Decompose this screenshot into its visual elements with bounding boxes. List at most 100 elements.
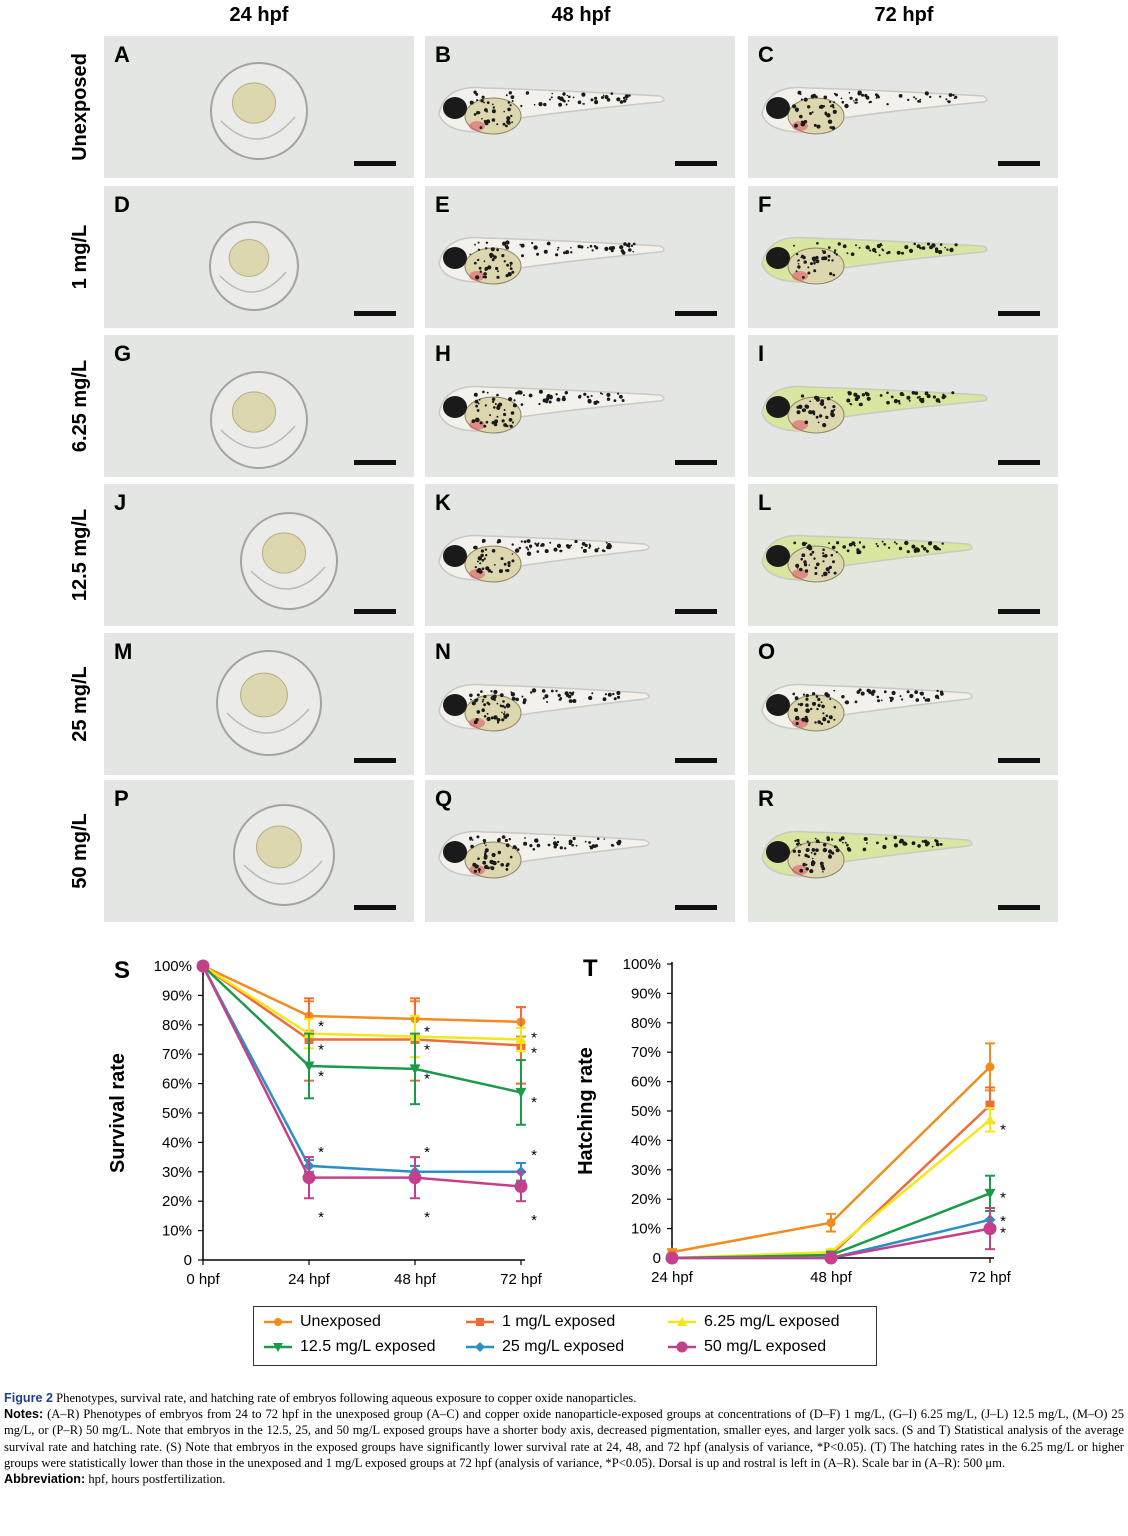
figure-label: Figure 2 bbox=[4, 1391, 53, 1405]
series-path bbox=[201, 965, 522, 1188]
y-tick-label: 100% bbox=[154, 958, 192, 975]
legend-label: 25 mg/L exposed bbox=[502, 1338, 625, 1355]
y-tick-label: 90% bbox=[631, 985, 661, 1002]
y-tick-label: 30% bbox=[162, 1164, 192, 1181]
y-tick-label: 100% bbox=[623, 956, 661, 973]
panel-letter: K bbox=[435, 490, 451, 515]
data-point bbox=[196, 959, 210, 973]
data-point bbox=[515, 1034, 527, 1044]
micrograph-panel: Q bbox=[425, 780, 735, 922]
legend-item: Unexposed bbox=[264, 1313, 381, 1331]
legend-label: 1 mg/L exposed bbox=[502, 1313, 616, 1330]
legend-marker-icon bbox=[264, 1343, 292, 1352]
embryo-chorion-image bbox=[210, 371, 308, 469]
x-tick-label: 72 hpf bbox=[500, 1271, 543, 1288]
scale-bar bbox=[354, 905, 396, 910]
x-tick-label: 48 hpf bbox=[394, 1271, 437, 1288]
panel-letter: I bbox=[758, 341, 765, 366]
panel-letter: E bbox=[435, 192, 450, 217]
panel-letter: Q bbox=[435, 786, 453, 811]
embryo-chorion-image bbox=[233, 804, 335, 906]
y-tick-label: 50% bbox=[162, 1105, 192, 1122]
panel-letter: R bbox=[758, 786, 774, 811]
scale-bar bbox=[998, 460, 1040, 465]
legend-item: 6.25 mg/L exposed bbox=[668, 1313, 840, 1331]
scale-bar bbox=[354, 311, 396, 316]
panel-letter: M bbox=[114, 639, 133, 664]
micrograph-panel: I bbox=[748, 335, 1058, 477]
series-line bbox=[667, 1042, 995, 1257]
y-tick-label: 40% bbox=[631, 1132, 661, 1149]
legend-marker-icon bbox=[466, 1342, 494, 1352]
data-point bbox=[514, 1180, 528, 1193]
embryo-chorion-image bbox=[209, 221, 299, 311]
legend-label: 12.5 mg/L exposed bbox=[300, 1338, 436, 1355]
scale-bar bbox=[998, 609, 1040, 614]
legend-label: 50 mg/L exposed bbox=[704, 1338, 827, 1355]
significance-asterisk: * bbox=[318, 1041, 324, 1058]
y-tick-label: 10% bbox=[631, 1221, 661, 1238]
micrograph-panel: G bbox=[104, 335, 414, 477]
series-path bbox=[201, 965, 521, 1174]
panel-letter: B bbox=[435, 42, 451, 67]
significance-asterisk: * bbox=[318, 1068, 324, 1085]
micrograph-panel: J bbox=[104, 484, 414, 626]
scale-bar bbox=[675, 460, 717, 465]
y-tick-label: 80% bbox=[162, 1017, 192, 1034]
micrograph-panel: O bbox=[748, 633, 1058, 775]
data-point bbox=[302, 1171, 316, 1185]
scale-bar bbox=[998, 161, 1040, 166]
y-tick-label: 70% bbox=[631, 1044, 661, 1061]
row-label: 25 mg/L bbox=[69, 666, 91, 742]
data-point bbox=[984, 1114, 996, 1125]
abbreviation-label: Abbreviation: bbox=[4, 1472, 86, 1487]
y-tick-label: 20% bbox=[162, 1193, 192, 1210]
legend-label: Unexposed bbox=[300, 1313, 381, 1330]
notes-label: Notes: bbox=[4, 1407, 44, 1422]
scale-bar bbox=[998, 758, 1040, 763]
row-label: 6.25 mg/L bbox=[69, 359, 91, 453]
significance-asterisk: * bbox=[531, 1030, 537, 1047]
y-tick-label: 40% bbox=[162, 1134, 192, 1151]
micrograph-panel: L bbox=[748, 484, 1058, 626]
panel-letter: F bbox=[758, 192, 772, 217]
data-point bbox=[985, 1100, 995, 1110]
legend-item: 25 mg/L exposed bbox=[466, 1338, 624, 1356]
larva-image bbox=[438, 830, 650, 879]
significance-asterisk: * bbox=[424, 1041, 430, 1058]
larva-image bbox=[438, 236, 665, 285]
y-tick-label: 20% bbox=[631, 1191, 661, 1208]
series-path bbox=[202, 964, 522, 1024]
row-label: Unexposed bbox=[69, 53, 91, 161]
data-point bbox=[984, 1188, 996, 1199]
significance-asterisk: * bbox=[531, 1212, 537, 1229]
y-tick-label: 50% bbox=[631, 1103, 661, 1120]
data-point bbox=[824, 1251, 838, 1265]
panel-letter: H bbox=[435, 341, 451, 366]
y-tick-label: 10% bbox=[162, 1223, 192, 1240]
significance-asterisk: * bbox=[318, 1209, 324, 1226]
significance-asterisk: * bbox=[424, 1071, 430, 1088]
charts-area: S 0 10% 20% 30% 40% 50% 60% 70% 80% 90% 100% 0 hpf 24… bbox=[107, 955, 1012, 1288]
series-line bbox=[196, 959, 528, 1203]
larva-image bbox=[438, 534, 650, 583]
legend-item: 12.5 mg/L exposed bbox=[264, 1338, 436, 1356]
y-tick-label: 60% bbox=[631, 1074, 661, 1091]
series-line bbox=[666, 1107, 996, 1263]
y-axis-label: Hatching rate bbox=[575, 1047, 597, 1175]
y-tick-label: 80% bbox=[631, 1015, 661, 1032]
legend-item: 50 mg/L exposed bbox=[668, 1338, 826, 1356]
scale-bar bbox=[354, 460, 396, 465]
data-point bbox=[826, 1218, 836, 1228]
significance-asterisk: * bbox=[531, 1044, 537, 1061]
embryo-chorion-image bbox=[240, 512, 338, 610]
significance-asterisk: * bbox=[1000, 1122, 1006, 1139]
x-tick-label: 24 hpf bbox=[651, 1269, 694, 1286]
panel-letter: P bbox=[114, 786, 129, 811]
y-tick-label: 30% bbox=[631, 1162, 661, 1179]
x-tick-label: 48 hpf bbox=[810, 1269, 853, 1286]
scale-bar bbox=[675, 609, 717, 614]
x-tick-label: 72 hpf bbox=[969, 1269, 1012, 1286]
data-point bbox=[665, 1251, 679, 1265]
larva-image bbox=[438, 86, 665, 135]
